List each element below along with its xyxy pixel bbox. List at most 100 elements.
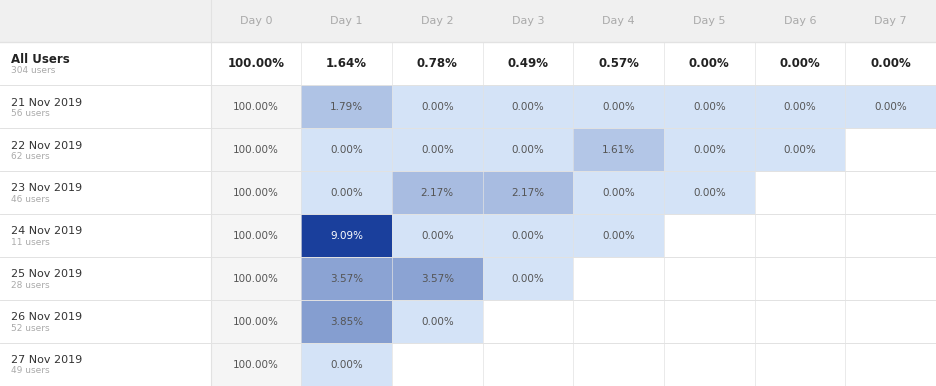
Bar [211,42,301,85]
Text: 26 Nov 2019: 26 Nov 2019 [11,312,82,322]
Bar [211,343,301,386]
Text: 21 Nov 2019: 21 Nov 2019 [11,98,82,108]
Bar [754,257,845,300]
Bar [301,42,392,85]
Bar [754,171,845,214]
Bar [845,171,936,214]
Bar [845,214,936,257]
Text: 0.00%: 0.00% [602,188,635,198]
Text: 3.85%: 3.85% [330,317,363,327]
Bar [483,42,574,85]
Bar [211,300,301,343]
Bar [392,85,483,128]
Bar [392,42,483,85]
Text: 0.00%: 0.00% [421,317,454,327]
Bar [754,85,845,128]
Text: 0.00%: 0.00% [512,102,545,112]
Text: 52 users: 52 users [11,323,50,332]
Text: 23 Nov 2019: 23 Nov 2019 [11,183,82,193]
Text: 0.49%: 0.49% [507,58,548,70]
Bar [0,128,211,171]
Text: 0.00%: 0.00% [512,145,545,155]
Bar [211,85,301,128]
Text: 62 users: 62 users [11,152,50,161]
Bar [845,85,936,128]
Text: 22 Nov 2019: 22 Nov 2019 [11,141,82,151]
Text: 0.00%: 0.00% [421,145,454,155]
Text: 0.00%: 0.00% [330,188,363,198]
Text: 3.57%: 3.57% [420,274,454,284]
Text: 100.00%: 100.00% [233,274,279,284]
Bar [754,214,845,257]
Bar [392,214,483,257]
Text: 0.00%: 0.00% [874,102,907,112]
Text: 100.00%: 100.00% [233,145,279,155]
Text: 2.17%: 2.17% [420,188,454,198]
Text: 0.00%: 0.00% [421,231,454,241]
Bar [664,128,754,171]
Text: 0.00%: 0.00% [330,145,363,155]
Bar [483,343,574,386]
Bar [845,128,936,171]
Text: Day 7: Day 7 [874,16,907,26]
Text: 304 users: 304 users [11,66,55,75]
Bar [483,128,574,171]
Text: 0.00%: 0.00% [512,231,545,241]
Bar [754,128,845,171]
Bar [0,343,211,386]
Bar [0,300,211,343]
Bar [664,42,754,85]
Bar [0,257,211,300]
Bar [664,85,754,128]
Bar [211,171,301,214]
Text: Day 2: Day 2 [421,16,454,26]
Bar [574,214,664,257]
Bar [211,257,301,300]
Text: 100.00%: 100.00% [233,188,279,198]
Text: 27 Nov 2019: 27 Nov 2019 [11,355,82,365]
Bar [845,42,936,85]
Bar [574,257,664,300]
Bar [845,257,936,300]
Text: 1.64%: 1.64% [326,58,367,70]
Bar [664,214,754,257]
Bar [664,300,754,343]
Bar [574,85,664,128]
Bar [754,343,845,386]
Text: 56 users: 56 users [11,109,50,118]
Bar [301,214,392,257]
Bar [392,300,483,343]
Bar [301,300,392,343]
Bar [301,128,392,171]
Text: 1.79%: 1.79% [330,102,363,112]
Bar [392,171,483,214]
Text: Day 0: Day 0 [240,16,272,26]
Bar [483,214,574,257]
Text: 0.00%: 0.00% [602,102,635,112]
Bar [0,171,211,214]
Text: 0.00%: 0.00% [783,145,816,155]
Bar [301,85,392,128]
Bar [301,257,392,300]
Text: 11 users: 11 users [11,238,50,247]
Text: Day 3: Day 3 [512,16,544,26]
Text: 0.78%: 0.78% [417,58,458,70]
Bar [392,257,483,300]
Bar [0,214,211,257]
Text: 0.00%: 0.00% [421,102,454,112]
Text: 0.00%: 0.00% [693,188,725,198]
Text: 0.00%: 0.00% [870,58,911,70]
Bar [211,214,301,257]
Bar [0,42,211,85]
Bar [301,171,392,214]
Text: Day 1: Day 1 [330,16,363,26]
Bar [483,300,574,343]
Bar [574,42,664,85]
Text: Day 4: Day 4 [603,16,635,26]
Text: 9.09%: 9.09% [330,231,363,241]
Bar [0,85,211,128]
Bar [574,128,664,171]
Text: 0.00%: 0.00% [330,359,363,369]
Text: 100.00%: 100.00% [233,102,279,112]
Bar [574,300,664,343]
